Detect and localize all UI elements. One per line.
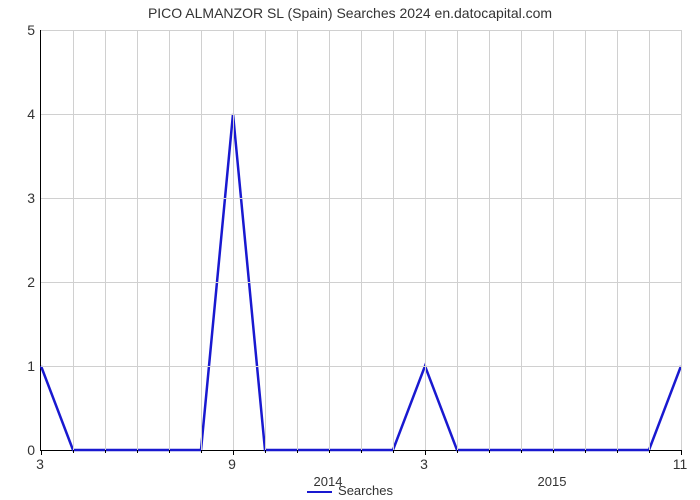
grid-line-v bbox=[233, 30, 234, 450]
x-minor-tick bbox=[489, 450, 490, 453]
x-minor-tick bbox=[201, 450, 202, 453]
grid-line-v bbox=[297, 30, 298, 450]
grid-line-v bbox=[617, 30, 618, 450]
plot-area bbox=[40, 30, 681, 451]
grid-line-v bbox=[169, 30, 170, 450]
x-minor-tick bbox=[585, 450, 586, 453]
grid-line-v bbox=[585, 30, 586, 450]
x-tick-label: 9 bbox=[228, 456, 236, 472]
x-minor-tick bbox=[361, 450, 362, 453]
grid-line-v bbox=[105, 30, 106, 450]
grid-line-v bbox=[521, 30, 522, 450]
x-minor-tick bbox=[457, 450, 458, 453]
y-tick-label: 5 bbox=[15, 22, 35, 38]
x-tick-label: 3 bbox=[36, 456, 44, 472]
x-tick-mark bbox=[233, 450, 234, 455]
grid-line-v bbox=[681, 30, 682, 450]
y-tick-label: 0 bbox=[15, 442, 35, 458]
x-minor-tick bbox=[553, 450, 554, 453]
x-minor-tick bbox=[169, 450, 170, 453]
chart-title: PICO ALMANZOR SL (Spain) Searches 2024 e… bbox=[0, 5, 700, 21]
grid-line-v bbox=[425, 30, 426, 450]
grid-line-v bbox=[73, 30, 74, 450]
grid-line-v bbox=[457, 30, 458, 450]
x-tick-mark bbox=[41, 450, 42, 455]
x-minor-tick bbox=[73, 450, 74, 453]
x-year-label: 2014 bbox=[314, 474, 343, 489]
grid-line-v bbox=[553, 30, 554, 450]
y-tick-label: 3 bbox=[15, 190, 35, 206]
grid-line-v bbox=[489, 30, 490, 450]
grid-line-v bbox=[265, 30, 266, 450]
x-tick-mark bbox=[681, 450, 682, 455]
x-minor-tick bbox=[137, 450, 138, 453]
x-minor-tick bbox=[649, 450, 650, 453]
x-minor-tick bbox=[521, 450, 522, 453]
x-tick-label: 3 bbox=[420, 456, 428, 472]
x-minor-tick bbox=[329, 450, 330, 453]
x-year-label: 2015 bbox=[538, 474, 567, 489]
grid-line-v bbox=[329, 30, 330, 450]
x-tick-label: 11 bbox=[673, 456, 688, 472]
grid-line-v bbox=[137, 30, 138, 450]
chart-container: PICO ALMANZOR SL (Spain) Searches 2024 e… bbox=[0, 0, 700, 500]
x-minor-tick bbox=[105, 450, 106, 453]
x-tick-mark bbox=[425, 450, 426, 455]
grid-line-v bbox=[393, 30, 394, 450]
legend-swatch bbox=[307, 491, 332, 493]
y-tick-label: 1 bbox=[15, 358, 35, 374]
grid-line-v bbox=[649, 30, 650, 450]
y-tick-label: 2 bbox=[15, 274, 35, 290]
legend: Searches bbox=[0, 483, 700, 498]
x-minor-tick bbox=[617, 450, 618, 453]
grid-line-v bbox=[201, 30, 202, 450]
x-minor-tick bbox=[393, 450, 394, 453]
x-minor-tick bbox=[265, 450, 266, 453]
x-minor-tick bbox=[297, 450, 298, 453]
grid-line-v bbox=[361, 30, 362, 450]
legend-label: Searches bbox=[338, 483, 393, 498]
y-tick-label: 4 bbox=[15, 106, 35, 122]
